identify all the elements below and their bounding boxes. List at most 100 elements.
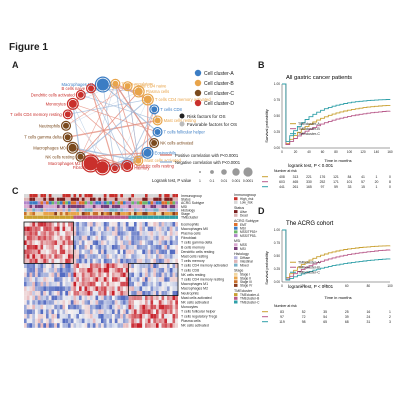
heatmap-legend-title: Status — [234, 206, 244, 210]
heatmap-cell — [156, 295, 159, 301]
annotation-cell — [59, 197, 63, 201]
heatmap-cell — [43, 254, 46, 259]
heatmap-cell — [81, 263, 85, 268]
heatmap-cell — [51, 254, 55, 259]
heatmap-cell — [142, 240, 145, 245]
heatmap-cell — [37, 295, 41, 301]
heatmap-cell — [156, 300, 159, 305]
heatmap-cell — [136, 318, 140, 324]
heatmap-cell — [98, 226, 101, 232]
heatmap-cell — [76, 286, 79, 291]
heatmap-cell — [167, 277, 170, 282]
heatmap-cell — [65, 300, 68, 305]
heatmap-cell — [79, 314, 82, 319]
network-node-label: B cells memory — [121, 166, 151, 171]
annotation-cell — [120, 208, 123, 212]
annotation-cell — [175, 204, 178, 209]
heatmap-cell — [131, 314, 134, 319]
annotation-cell — [37, 208, 41, 212]
heatmap-cell — [167, 272, 170, 278]
heatmap-cell — [128, 300, 132, 305]
annotation-cell — [98, 197, 101, 201]
annotation-cell — [48, 201, 52, 205]
annotation-cell — [43, 212, 46, 216]
heatmap-cell — [57, 277, 60, 282]
heatmap-cell — [153, 226, 156, 232]
network-node-label: T cells CD8 — [160, 107, 182, 112]
heatmap-cell — [161, 258, 165, 264]
heatmap-cell — [112, 249, 115, 255]
annotation-cell — [48, 204, 52, 209]
heatmap-cell — [84, 295, 88, 301]
annotation-cell — [24, 204, 27, 209]
heatmap-cell — [62, 222, 66, 227]
annotation-cell — [62, 215, 66, 219]
annotation-cell — [153, 212, 156, 216]
heatmap-cell — [172, 222, 176, 227]
annotation-cell — [156, 204, 159, 209]
legend-cluster-swatch — [194, 79, 202, 87]
heatmap-cell — [26, 249, 30, 255]
heatmap-cell — [125, 231, 129, 236]
heatmap-cell — [145, 295, 148, 301]
annotation-cell — [175, 197, 178, 201]
annotation-cell — [134, 194, 137, 198]
heatmap-cell — [112, 309, 115, 314]
heatmap-cell — [32, 268, 35, 273]
heatmap-cell — [164, 231, 167, 236]
heatmap-cell — [117, 254, 121, 259]
heatmap-cell — [106, 231, 110, 236]
heatmap-cell — [114, 281, 118, 287]
legend-pvalue-tick: 0.0001 — [243, 179, 253, 183]
network-node-ring — [75, 151, 86, 162]
annotation-cell — [81, 204, 85, 209]
heatmap-cell — [142, 249, 145, 255]
annotation-cell — [172, 201, 176, 205]
heatmap-cell — [46, 281, 49, 287]
annotation-cell — [153, 204, 156, 209]
annotation-cell — [169, 212, 173, 216]
heatmap-cell — [101, 226, 104, 232]
heatmap-cell — [35, 222, 38, 227]
heatmap-cell — [172, 281, 176, 287]
annotation-cell — [114, 208, 118, 212]
heatmap-cell — [46, 268, 49, 273]
heatmap-cell — [172, 291, 176, 296]
heatmap-cell — [153, 254, 156, 259]
heatmap-cell — [98, 277, 101, 282]
heatmap-cell — [32, 286, 35, 291]
heatmap-block-outline — [23, 221, 74, 264]
annotation-row-label: ACRG Subtype — [181, 201, 204, 205]
heatmap-cell — [106, 277, 110, 282]
heatmap-cell — [57, 291, 60, 296]
heatmap-cell — [161, 263, 165, 268]
annotation-cell — [62, 194, 66, 198]
annotation-cell — [153, 215, 156, 219]
heatmap-legend-title: Immunogroup — [234, 193, 256, 197]
heatmap-cell — [68, 277, 71, 282]
heatmap-cell — [120, 314, 123, 319]
annotation-cell — [128, 201, 132, 205]
heatmap-cell — [153, 304, 156, 310]
heatmap-cell — [81, 222, 85, 227]
heatmap-cell — [87, 258, 90, 264]
heatmap-cell — [87, 300, 90, 305]
heatmap-cell — [76, 309, 79, 314]
annotation-cell — [109, 194, 112, 198]
heatmap-cell — [24, 235, 27, 241]
network-node — [88, 85, 95, 92]
heatmap-cell — [120, 222, 123, 227]
heatmap-cell — [150, 286, 154, 291]
heatmap-cell — [145, 231, 148, 236]
heatmap-cell — [92, 231, 96, 236]
heatmap-legend-label: Stage III — [240, 280, 252, 284]
heatmap-cell — [158, 268, 162, 273]
heatmap-cell — [103, 304, 107, 310]
heatmap-cell — [35, 295, 38, 301]
heatmap-cell — [95, 304, 99, 310]
heatmap-cell — [139, 231, 143, 236]
heatmap-cell — [106, 323, 110, 328]
annotation-cell — [147, 201, 151, 205]
heatmap-cell — [84, 277, 88, 282]
annotation-cell — [98, 208, 101, 212]
